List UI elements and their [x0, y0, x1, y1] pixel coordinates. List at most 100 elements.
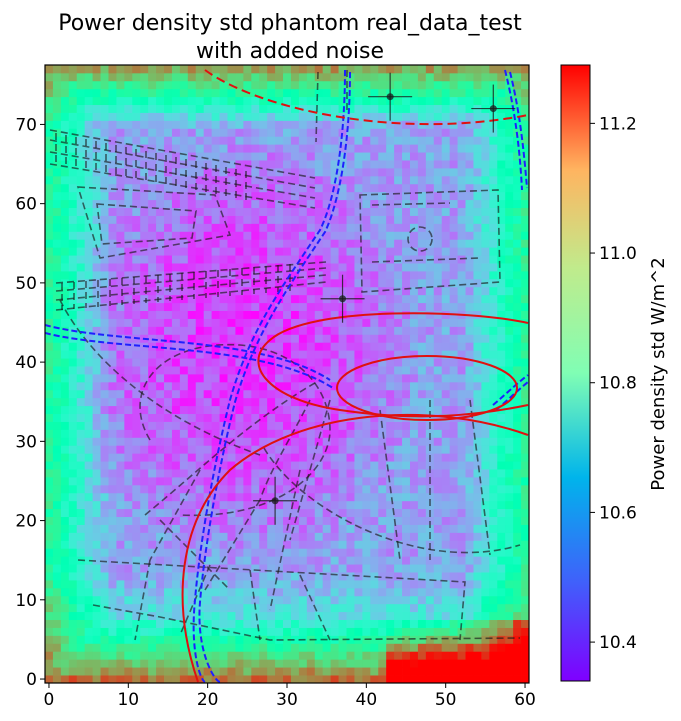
heatmap-cell	[521, 461, 529, 470]
heatmap-cell	[322, 183, 332, 193]
heatmap-cell	[140, 374, 149, 383]
heatmap-cell	[187, 286, 197, 296]
heatmap-cell	[370, 152, 379, 161]
heatmap-cell	[156, 160, 165, 169]
heatmap-cell	[449, 239, 458, 248]
heatmap-cell	[346, 564, 355, 573]
heatmap-cell	[322, 421, 332, 430]
heatmap-cell	[259, 72, 268, 82]
heatmap-cell	[378, 651, 387, 660]
heatmap-cell	[306, 326, 316, 335]
heatmap-cell	[481, 255, 490, 264]
heatmap-cell	[243, 397, 252, 407]
heatmap-cell	[116, 540, 125, 549]
heatmap-cell	[267, 183, 276, 193]
heatmap-cell	[148, 437, 157, 446]
heatmap-cell	[409, 516, 419, 525]
heatmap-cell	[267, 484, 276, 494]
heatmap-cell	[60, 524, 70, 533]
heatmap-cell	[148, 247, 157, 256]
heatmap-cell	[298, 469, 308, 478]
heatmap-cell	[314, 508, 324, 518]
heatmap-cell	[322, 310, 332, 319]
heatmap-cell	[227, 461, 236, 470]
heatmap-cell	[100, 175, 109, 185]
heatmap-cell	[394, 255, 403, 264]
heatmap-cell	[489, 619, 498, 628]
heatmap-cell	[259, 469, 268, 478]
heatmap-cell	[100, 453, 109, 462]
heatmap-cell	[481, 223, 490, 232]
heatmap-cell	[362, 627, 371, 636]
heatmap-cell	[417, 207, 427, 216]
heatmap-cell	[259, 611, 268, 621]
heatmap-cell	[275, 239, 284, 248]
heatmap-cell	[45, 619, 54, 628]
heatmap-cell	[179, 247, 189, 256]
heatmap-cell	[132, 65, 141, 74]
heatmap-cell	[346, 635, 355, 644]
heatmap-cell	[346, 191, 355, 201]
heatmap-cell	[84, 540, 93, 549]
heatmap-cell	[60, 405, 70, 415]
heatmap-cell	[283, 168, 292, 177]
heatmap-cell	[497, 358, 506, 367]
heatmap-cell	[394, 318, 403, 327]
heatmap-cell	[68, 651, 78, 660]
heatmap-cell	[481, 72, 490, 82]
heatmap-cell	[45, 572, 54, 581]
heatmap-cell	[124, 286, 133, 296]
heatmap-cell	[195, 635, 205, 644]
heatmap-cell	[251, 175, 260, 185]
heatmap-cell	[235, 72, 244, 82]
heatmap-cell	[306, 80, 316, 90]
heatmap-cell	[203, 136, 213, 145]
heatmap-cell	[457, 152, 466, 161]
heatmap-cell	[148, 484, 157, 494]
heatmap-cell	[84, 405, 93, 415]
heatmap-cell	[52, 389, 62, 399]
heatmap-cell	[473, 564, 482, 573]
heatmap-cell	[211, 627, 220, 636]
heatmap-cell	[513, 548, 522, 557]
heatmap-cell	[235, 65, 244, 74]
heatmap-cell	[251, 152, 260, 161]
heatmap-cell	[243, 318, 252, 327]
heatmap-cell	[259, 524, 268, 533]
heatmap-cell	[275, 255, 284, 264]
heatmap-cell	[100, 469, 109, 478]
heatmap-cell	[394, 532, 403, 541]
heatmap-cell	[68, 278, 78, 288]
heatmap-cell	[227, 611, 236, 621]
heatmap-cell	[322, 389, 332, 399]
heatmap-cell	[290, 96, 300, 106]
heatmap-cell	[195, 65, 205, 74]
heatmap-cell	[45, 421, 54, 430]
heatmap-cell	[449, 136, 458, 145]
heatmap-cell	[275, 500, 284, 510]
heatmap-cell	[290, 120, 300, 129]
heatmap-cell	[314, 294, 324, 304]
heatmap-cell	[354, 239, 363, 248]
heatmap-cell	[330, 144, 339, 153]
heatmap-cell	[92, 342, 101, 351]
heatmap-cell	[330, 302, 339, 312]
heatmap-cell	[489, 223, 498, 232]
heatmap-cell	[132, 643, 141, 652]
heatmap-cell	[521, 627, 529, 636]
heatmap-cell	[76, 413, 86, 422]
heatmap-cell	[211, 231, 220, 240]
heatmap-cell	[227, 104, 236, 113]
heatmap-cell	[132, 207, 141, 216]
heatmap-cell	[267, 461, 276, 470]
heatmap-cell	[156, 477, 165, 486]
heatmap-cell	[481, 350, 490, 359]
heatmap-cell	[457, 80, 466, 90]
heatmap-cell	[394, 271, 403, 280]
heatmap-cell	[290, 88, 300, 98]
heatmap-cell	[449, 524, 458, 533]
heatmap-cell	[441, 334, 451, 343]
heatmap-cell	[521, 175, 529, 185]
heatmap-cell	[473, 532, 482, 541]
heatmap-cell	[100, 603, 109, 613]
